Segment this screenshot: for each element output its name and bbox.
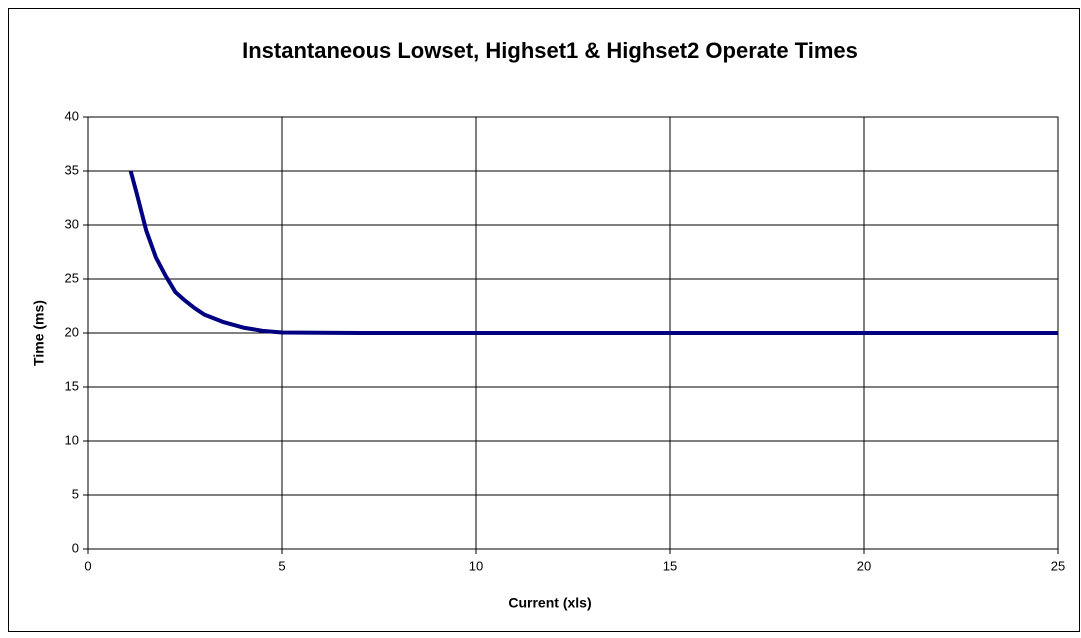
- x-tick-label: 25: [1051, 558, 1065, 573]
- y-tick-label: 30: [65, 216, 79, 231]
- y-tick-label: 25: [65, 270, 79, 285]
- y-tick-label: 20: [65, 324, 79, 339]
- x-tick-label: 10: [469, 558, 483, 573]
- y-tick-label: 15: [65, 378, 79, 393]
- data-line: [128, 170, 1058, 335]
- x-axis-label: Current (xls): [508, 595, 591, 611]
- x-tick-label: 0: [84, 558, 91, 573]
- y-tick-label: 10: [65, 432, 79, 447]
- x-tick-label: 20: [857, 558, 871, 573]
- chart-title: Instantaneous Lowset, Highset1 & Highset…: [242, 38, 858, 63]
- y-tick-label: 0: [72, 540, 79, 555]
- x-tick-label: 15: [663, 558, 677, 573]
- y-tick-label: 35: [65, 162, 79, 177]
- y-tick-label: 40: [65, 108, 79, 123]
- x-tick-label: 5: [278, 558, 285, 573]
- y-tick-label: 5: [72, 486, 79, 501]
- y-axis-label: Time (ms): [31, 300, 47, 366]
